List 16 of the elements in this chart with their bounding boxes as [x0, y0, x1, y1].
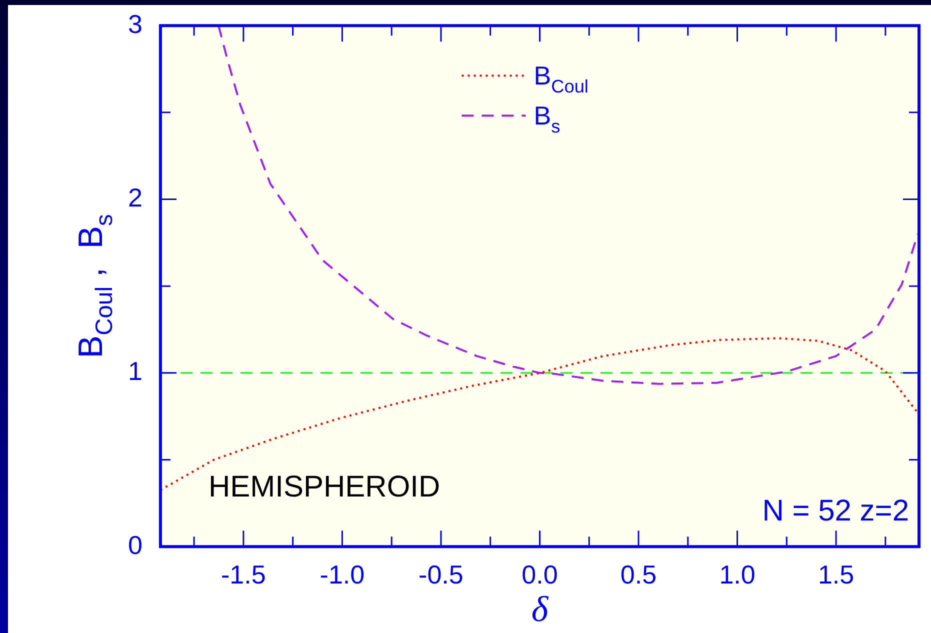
x-axis-title: δ — [531, 588, 550, 629]
x-tick-label: -1.5 — [221, 559, 266, 590]
annotation: N = 52 z=2 — [762, 494, 909, 528]
x-tick-label: -0.5 — [418, 559, 464, 590]
x-tick-label: -1.0 — [320, 559, 365, 590]
x-tick-label: 1.5 — [818, 559, 854, 590]
y-tick-label: 0 — [128, 530, 142, 560]
x-tick-label: 0.5 — [620, 559, 657, 590]
y-tick-label: 2 — [128, 182, 142, 212]
x-tick-label: 0.0 — [522, 559, 558, 590]
x-tick-label: 1.0 — [719, 559, 756, 590]
line-series — [218, 26, 919, 385]
y-tick-label: 1 — [128, 356, 142, 386]
y-axis-title: BCoul , Bs — [72, 214, 118, 358]
annotation: HEMISPHEROID — [208, 470, 440, 504]
y-tick-label: 3 — [128, 8, 142, 39]
